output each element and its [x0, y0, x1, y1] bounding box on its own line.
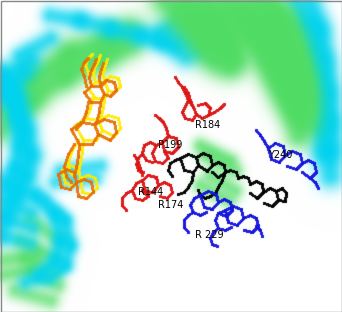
Text: R144: R144	[138, 187, 163, 197]
Text: P199: P199	[158, 140, 182, 150]
Text: R174: R174	[158, 200, 183, 210]
Text: R 229: R 229	[195, 230, 224, 240]
Text: R184: R184	[195, 120, 220, 130]
Text: Y240: Y240	[268, 150, 292, 160]
